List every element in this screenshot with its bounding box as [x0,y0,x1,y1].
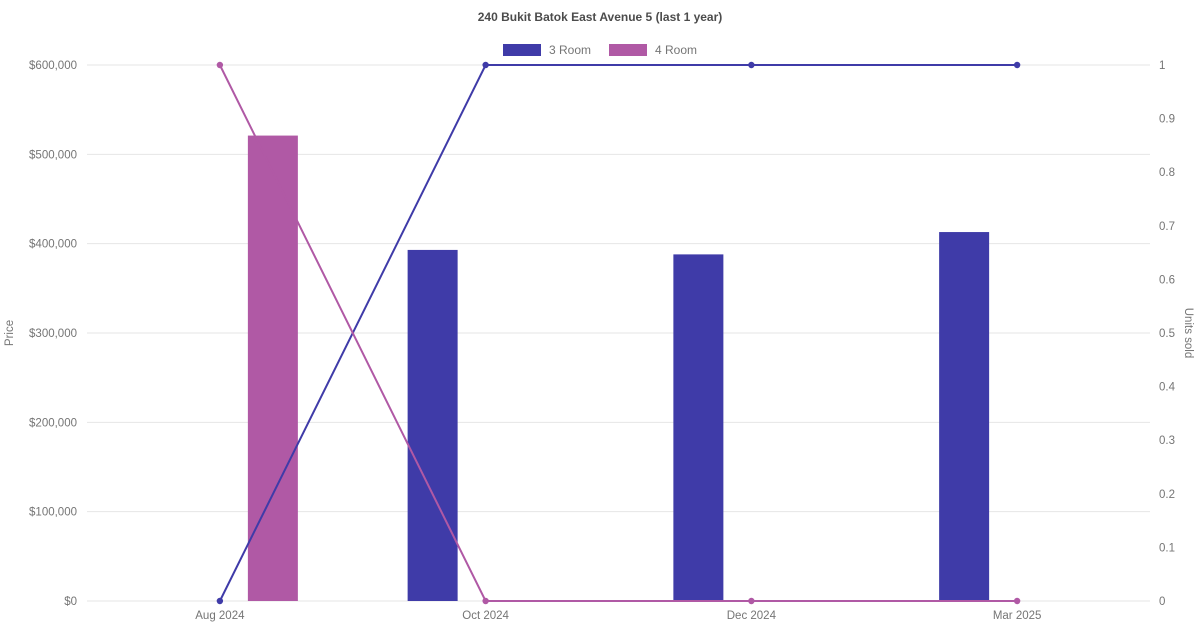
right-axis-tick: 0 [1159,596,1165,608]
legend-swatch-3-room [502,44,541,56]
left-axis-tick: $0 [64,596,77,608]
point-4-room-aug-2024[interactable] [216,61,224,69]
point-4-room-mar-2025[interactable] [1013,597,1021,605]
chart-title: 240 Bukit Batok East Avenue 5 (last 1 ye… [477,10,723,24]
point-3-room-dec-2024[interactable] [748,61,755,69]
right-axis-tick: 0.6 [1159,274,1175,286]
x-axis-tick-dec-2024: Dec 2024 [727,610,777,622]
x-axis-tick-mar-2025: Mar 2025 [993,610,1042,622]
right-axis-tick: 0.5 [1159,328,1175,340]
left-axis-tick: $100,000 [29,507,77,519]
bar-3-room-dec-2024[interactable] [673,254,724,602]
left-axis-tick: $200,000 [29,417,77,429]
right-axis-tick: 0.4 [1159,382,1176,394]
left-axis-tick: $500,000 [29,149,77,161]
point-4-room-oct-2024[interactable] [482,597,489,605]
legend: 3 Room 4 Room [0,43,1200,57]
x-axis-tick-oct-2024: Oct 2024 [462,610,509,622]
point-3-room-mar-2025[interactable] [1013,61,1021,69]
x-axis-tick-aug-2024: Aug 2024 [195,610,245,622]
left-axis-tick: $400,000 [29,239,77,251]
point-3-room-aug-2024[interactable] [216,597,224,605]
right-axis-tick: 0.3 [1159,435,1175,447]
right-axis-tick: 0.7 [1159,221,1175,233]
legend-label: 4 Room [655,43,698,57]
legend-label: 3 Room [548,43,591,57]
right-axis-tick: 1 [1159,60,1165,72]
line-4-room [218,64,1018,602]
legend-swatch-4-room [609,44,647,56]
legend-item-4-room[interactable]: 4 Room [609,43,697,57]
left-axis-tick: $600,000 [29,60,77,72]
right-axis-tick: 0.1 [1159,542,1175,554]
bar-4-room-aug-2024[interactable] [247,135,298,601]
right-axis-tick: 0.9 [1159,114,1175,126]
legend-item-3-room[interactable]: 3 Room [502,43,591,57]
right-axis-tick: 0.2 [1159,489,1175,501]
point-3-room-oct-2024[interactable] [482,61,489,69]
left-axis-tick: $300,000 [29,328,77,340]
bar-3-room-mar-2025[interactable] [939,232,990,601]
point-4-room-dec-2024[interactable] [748,597,755,605]
bar-3-room-oct-2024[interactable] [407,249,458,602]
right-axis-tick: 0.8 [1159,167,1175,179]
